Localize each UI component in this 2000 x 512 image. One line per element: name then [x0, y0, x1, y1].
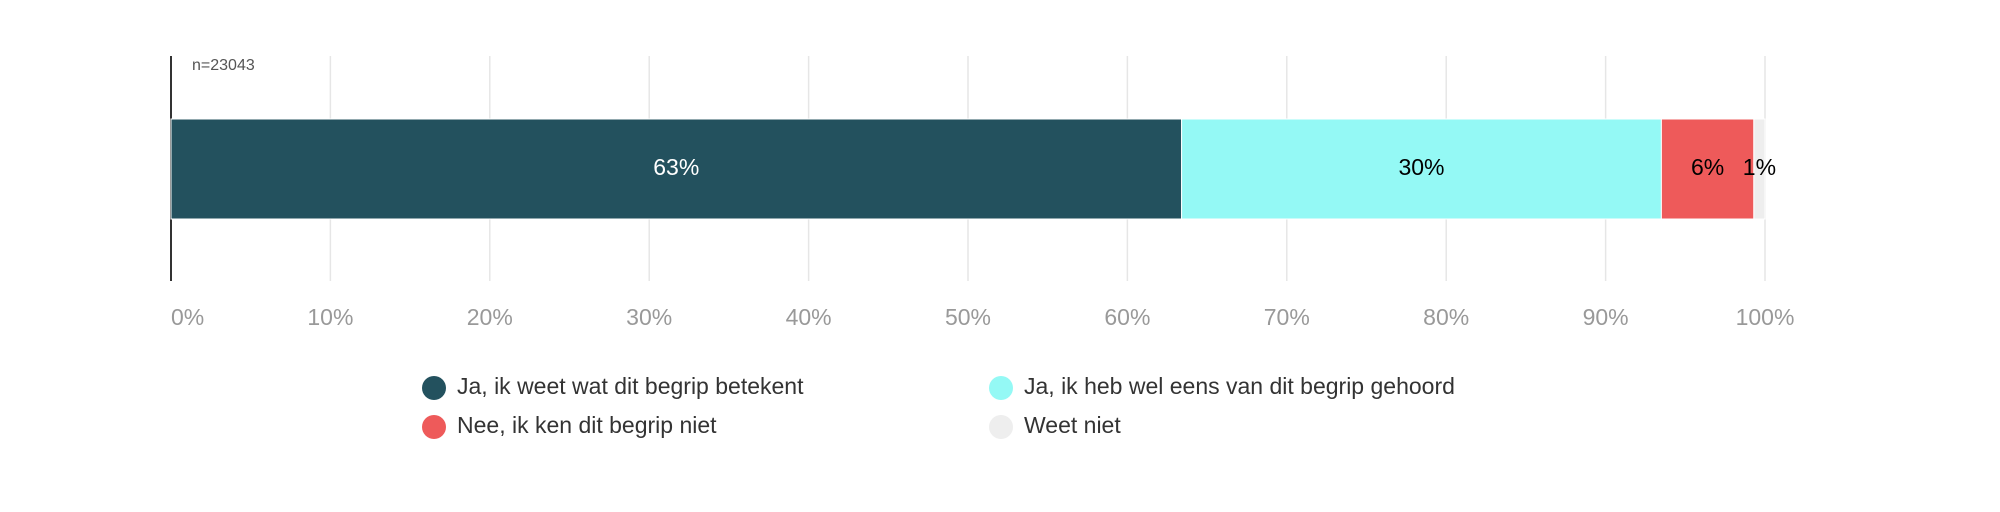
legend-marker: [422, 376, 446, 400]
x-tick-label: 70%: [1264, 304, 1310, 330]
legend-label: Weet niet: [1024, 412, 1121, 438]
x-tick-label: 20%: [467, 304, 513, 330]
data-label: 30%: [1398, 154, 1444, 180]
legend-marker: [422, 415, 446, 439]
bar-segment: [1753, 118, 1766, 220]
legend-label: Ja, ik weet wat dit begrip betekent: [457, 373, 804, 399]
bar-segment: [1181, 118, 1662, 220]
legend-label: Nee, ik ken dit begrip niet: [457, 412, 717, 438]
legend-label: Ja, ik heb wel eens van dit begrip gehoo…: [1024, 373, 1455, 399]
data-label: 63%: [653, 154, 699, 180]
legend-marker: [989, 415, 1013, 439]
x-tick-label: 50%: [945, 304, 991, 330]
x-tick-label: 60%: [1104, 304, 1150, 330]
x-tick-label: 80%: [1423, 304, 1469, 330]
bar-segment: [1660, 118, 1755, 220]
legend-marker: [989, 376, 1013, 400]
sample-size: n=23043: [192, 57, 255, 74]
bar-segment: [170, 118, 1183, 220]
x-tick-label: 30%: [626, 304, 672, 330]
data-label: 1%: [1743, 154, 1776, 180]
data-label: 6%: [1691, 154, 1724, 180]
x-tick-label: 0%: [171, 304, 204, 330]
x-tick-label: 10%: [307, 304, 353, 330]
x-tick-label: 100%: [1736, 304, 1795, 330]
x-tick-label: 90%: [1583, 304, 1629, 330]
x-tick-label: 40%: [786, 304, 832, 330]
